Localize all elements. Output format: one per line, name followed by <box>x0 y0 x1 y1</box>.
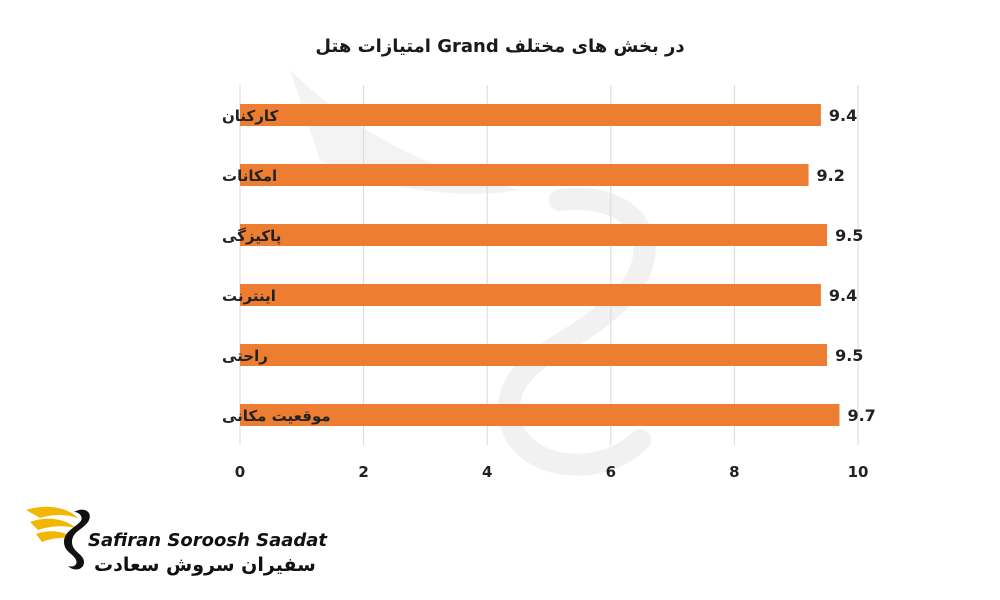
bar <box>240 284 821 306</box>
bar <box>240 104 821 126</box>
category-label: پاکیزگی <box>222 227 281 246</box>
x-tick-label: 0 <box>235 463 245 481</box>
bar <box>240 224 828 246</box>
category-label: اینترنت <box>222 287 276 305</box>
data-label: 9.5 <box>835 346 863 365</box>
bar <box>240 164 809 186</box>
company-logo: Safiran Soroosh Saadat سفیران سروش سعادت <box>22 492 327 582</box>
logo-persian-text: سفیران سروش سعادت <box>94 554 316 576</box>
bar <box>240 404 840 426</box>
x-tick-label: 2 <box>358 463 368 481</box>
category-label: کارکنان <box>222 107 279 125</box>
x-tick-label: 10 <box>848 463 869 481</box>
data-label: 9.4 <box>829 106 857 125</box>
bar <box>240 344 828 366</box>
category-label: امکانات <box>222 167 277 185</box>
chart-title: امتیازات هتل Grand در بخش های مختلف <box>315 36 685 57</box>
data-label: 9.7 <box>847 406 875 425</box>
data-label: 9.2 <box>817 166 845 185</box>
data-label: 9.4 <box>829 286 857 305</box>
x-tick-label: 6 <box>606 463 616 481</box>
watermark-wing-shape <box>290 70 520 194</box>
phoenix-icon <box>26 506 90 570</box>
x-tick-label: 8 <box>729 463 739 481</box>
logo-latin-text: Safiran Soroosh Saadat <box>88 530 328 551</box>
category-label: راحتی <box>222 347 268 365</box>
category-label: موقعیت مکانی <box>222 407 331 425</box>
data-label: 9.5 <box>835 226 863 245</box>
x-tick-label: 4 <box>482 463 492 481</box>
